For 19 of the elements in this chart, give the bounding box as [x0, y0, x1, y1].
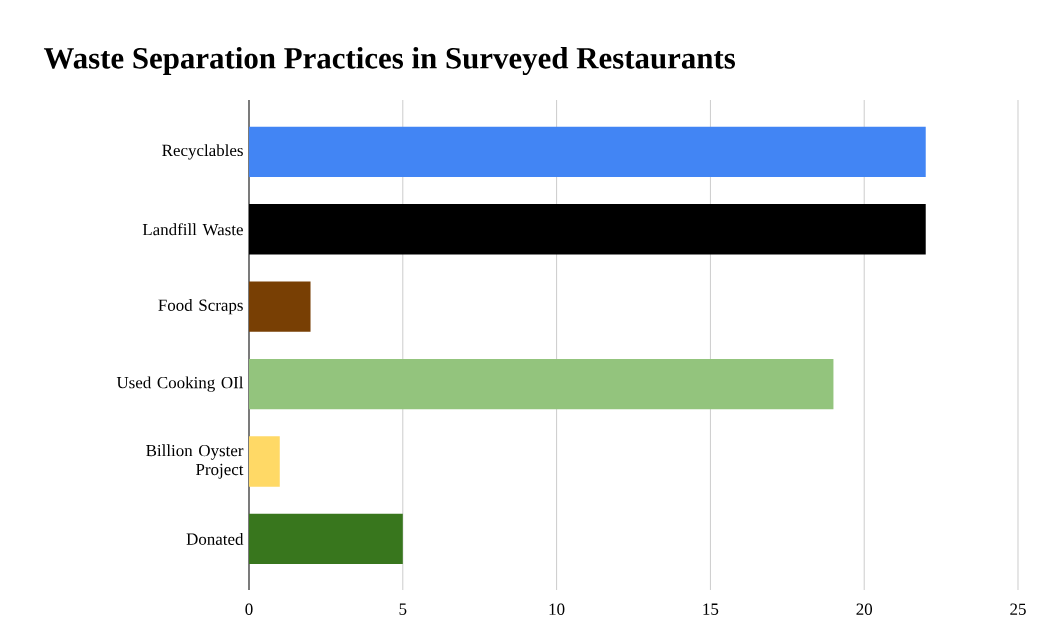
bar: [249, 126, 926, 178]
chart-title: Waste Separation Practices in Surveyed Restaurants: [43, 46, 736, 76]
bar: [249, 436, 280, 487]
y-tick-label: Used Cooking OIl: [116, 376, 244, 392]
y-tick-label: Recyclables: [162, 144, 243, 160]
bar: [249, 513, 403, 565]
y-tick-label: Donated: [186, 532, 244, 545]
x-tick-label: 5: [399, 603, 407, 615]
y-tick-label: Billion Oyster Project: [146, 444, 244, 479]
bar: [249, 204, 926, 255]
x-tick-label: 20: [856, 603, 873, 615]
x-tick-label: 15: [703, 603, 719, 615]
x-tick-label: 25: [1010, 603, 1026, 615]
y-tick-label: Landfill Waste: [142, 223, 243, 236]
bar: [249, 281, 311, 332]
x-tick-label: 0: [245, 603, 253, 615]
y-tick-label: Food Scraps: [158, 299, 243, 315]
x-tick-label: 10: [549, 603, 565, 615]
bar: [249, 358, 834, 410]
